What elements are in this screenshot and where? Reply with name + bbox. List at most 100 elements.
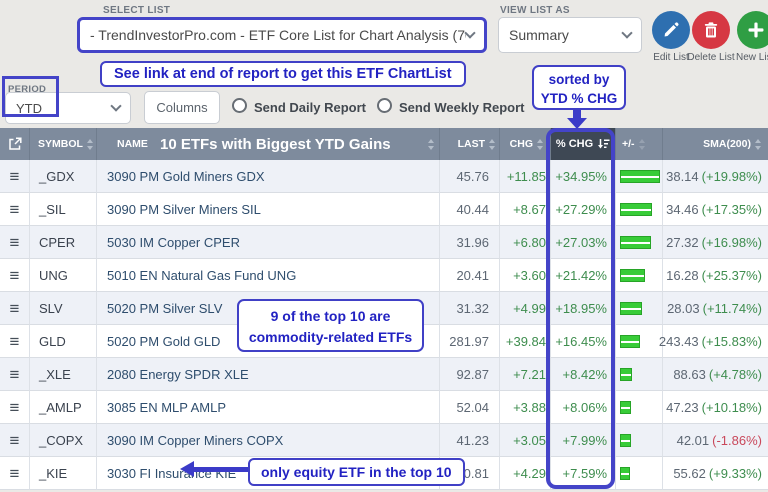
send-weekly-radio[interactable] — [377, 98, 392, 118]
name-cell[interactable]: 2080 Energy SPDR XLE — [97, 358, 440, 391]
row-menu-button[interactable]: ≡ — [0, 160, 30, 193]
table-row[interactable]: ≡ UNG 5010 EN Natural Gas Fund UNG 20.41… — [0, 259, 768, 292]
edit-list-button[interactable] — [652, 11, 690, 49]
send-daily-radio[interactable] — [232, 98, 247, 118]
symbol-cell[interactable]: CPER — [30, 226, 97, 259]
hamburger-icon: ≡ — [9, 397, 20, 417]
gain-bar — [620, 400, 631, 414]
gain-bar-cell — [616, 358, 663, 391]
symbol-cell[interactable]: GLD — [30, 325, 97, 358]
symbol-cell[interactable]: _KIE — [30, 457, 97, 490]
sort-icon — [537, 138, 544, 150]
row-menu-button[interactable]: ≡ — [0, 424, 30, 457]
pct-chg-column-header[interactable]: % CHG — [551, 128, 616, 160]
new-list-button[interactable] — [737, 11, 768, 49]
symbol-cell[interactable]: UNG — [30, 259, 97, 292]
gain-bar-cell — [616, 259, 663, 292]
sorted-by-annotation: sorted by YTD % CHG — [532, 65, 626, 110]
last-cell: 281.97 — [440, 325, 500, 358]
gain-bar-cell — [616, 160, 663, 193]
chevron-down-icon — [110, 100, 122, 112]
row-menu-button[interactable]: ≡ — [0, 358, 30, 391]
view-list-as-dropdown[interactable]: Summary — [498, 17, 642, 53]
sma-cell: 47.23 (+10.18%) — [663, 391, 768, 424]
table-header-row: SYMBOL NAME 10 ETFs with Biggest YTD Gai… — [0, 128, 768, 160]
select-list-dropdown[interactable]: - TrendInvestorPro.com - ETF Core List f… — [77, 17, 487, 53]
row-menu-button[interactable]: ≡ — [0, 391, 30, 424]
equity-note-annotation: only equity ETF in the top 10 — [248, 458, 465, 486]
hamburger-icon: ≡ — [9, 166, 20, 186]
chevron-down-icon — [621, 27, 633, 39]
table-row[interactable]: ≡ _GDX 3090 PM Gold Miners GDX 45.76 +11… — [0, 160, 768, 193]
pct-chg-cell: +27.03% — [551, 226, 616, 259]
chg-cell: +4.29 — [500, 457, 551, 490]
sma-cell: 243.43 (+15.83%) — [659, 325, 768, 358]
name-cell[interactable]: 5010 EN Natural Gas Fund UNG — [97, 259, 440, 292]
row-menu-button[interactable]: ≡ — [0, 193, 30, 226]
symbol-column-header[interactable]: SYMBOL — [30, 128, 97, 160]
table-row[interactable]: ≡ _AMLP 3085 EN MLP AMLP 52.04 +3.88 +8.… — [0, 391, 768, 424]
name-column-header[interactable]: NAME 10 ETFs with Biggest YTD Gains — [97, 128, 440, 160]
chg-cell: +3.88 — [500, 391, 551, 424]
plus-minus-column-header[interactable]: +/- — [616, 128, 663, 160]
last-cell: 45.76 — [440, 160, 500, 193]
header-note-annotation: 10 ETFs with Biggest YTD Gains — [160, 135, 391, 153]
pct-chg-cell: +8.06% — [551, 391, 616, 424]
last-cell: 31.32 — [440, 292, 500, 325]
period-value: YTD — [16, 100, 42, 116]
view-list-as-value: Summary — [509, 27, 569, 43]
name-cell[interactable]: 3085 EN MLP AMLP — [97, 391, 440, 424]
row-menu-button[interactable]: ≡ — [0, 457, 30, 490]
gain-bar — [620, 466, 630, 480]
sma-cell: 28.03 (+11.74%) — [663, 292, 768, 325]
last-cell: 31.96 — [440, 226, 500, 259]
open-all-header[interactable] — [0, 128, 30, 160]
symbol-cell[interactable]: _GDX — [30, 160, 97, 193]
name-cell[interactable]: 5030 IM Copper CPER — [97, 226, 440, 259]
sort-descending-icon — [598, 139, 610, 149]
sort-icon — [428, 138, 435, 150]
row-menu-button[interactable]: ≡ — [0, 325, 30, 358]
chg-cell: +6.80 — [500, 226, 551, 259]
name-cell[interactable]: 3090 PM Silver Miners SIL — [97, 193, 440, 226]
row-menu-button[interactable]: ≡ — [0, 292, 30, 325]
symbol-cell[interactable]: _SIL — [30, 193, 97, 226]
name-cell[interactable]: 3090 PM Gold Miners GDX — [97, 160, 440, 193]
chg-cell: +8.67 — [500, 193, 551, 226]
table-row[interactable]: ≡ _COPX 3090 IM Copper Miners COPX 41.23… — [0, 424, 768, 457]
chg-cell: +11.85 — [500, 160, 551, 193]
gain-bar — [620, 334, 640, 348]
down-arrow-icon — [567, 118, 587, 129]
period-dropdown[interactable]: YTD — [5, 92, 131, 124]
row-menu-button[interactable]: ≡ — [0, 259, 30, 292]
symbol-cell[interactable]: _XLE — [30, 358, 97, 391]
symbol-cell[interactable]: _COPX — [30, 424, 97, 457]
pct-chg-cell: +7.59% — [551, 457, 616, 490]
sma-cell: 34.46 (+17.35%) — [663, 193, 768, 226]
table-row[interactable]: ≡ CPER 5030 IM Copper CPER 31.96 +6.80 +… — [0, 226, 768, 259]
symbol-cell[interactable]: SLV — [30, 292, 97, 325]
last-column-header[interactable]: LAST — [440, 128, 500, 160]
sma-column-header[interactable]: SMA(200) — [663, 128, 768, 160]
gain-bar-cell — [616, 226, 663, 259]
name-cell[interactable]: 3090 IM Copper Miners COPX — [97, 424, 440, 457]
table-row[interactable]: ≡ _XLE 2080 Energy SPDR XLE 92.87 +7.21 … — [0, 358, 768, 391]
row-menu-button[interactable]: ≡ — [0, 226, 30, 259]
name-cell[interactable]: 5020 PM Gold GLD — [97, 325, 440, 358]
delete-list-button[interactable] — [692, 11, 730, 49]
sma-cell: 55.62 (+9.33%) — [663, 457, 768, 490]
symbol-cell[interactable]: _AMLP — [30, 391, 97, 424]
table-row[interactable]: ≡ _SIL 3090 PM Silver Miners SIL 40.44 +… — [0, 193, 768, 226]
hamburger-icon: ≡ — [9, 430, 20, 450]
sort-icon — [489, 138, 496, 150]
pct-chg-cell: +21.42% — [551, 259, 616, 292]
gain-bar — [620, 367, 632, 381]
chg-cell: +7.21 — [500, 358, 551, 391]
pct-chg-cell: +18.95% — [551, 292, 616, 325]
columns-button[interactable]: Columns — [144, 91, 220, 124]
sma-cell: 16.28 (+25.37%) — [663, 259, 768, 292]
last-cell: 41.23 — [440, 424, 500, 457]
gain-bar — [620, 169, 660, 183]
chg-column-header[interactable]: CHG — [500, 128, 551, 160]
chg-cell: +39.84 — [500, 325, 551, 358]
